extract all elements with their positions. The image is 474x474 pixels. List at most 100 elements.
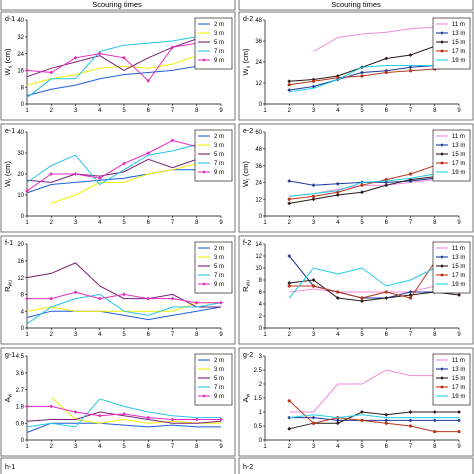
y-tick-label: 0.9 — [16, 421, 25, 427]
series-line — [289, 176, 459, 204]
y-tick-label: 24 — [255, 60, 262, 66]
data-point — [287, 83, 291, 87]
legend-label: 19 m — [452, 58, 465, 64]
x-tick-label: 1 — [263, 444, 267, 450]
y-axis-label: Wu (cm) — [3, 48, 14, 75]
data-point — [384, 180, 389, 185]
data-point — [408, 424, 413, 428]
x-tick-label: 3 — [74, 332, 78, 338]
data-point — [360, 74, 364, 78]
data-point — [311, 194, 316, 198]
data-point — [194, 417, 199, 422]
bottom-right-panel-label: h-2 — [243, 464, 253, 471]
legend-entry: 13 m — [436, 143, 465, 149]
series-7m — [26, 293, 222, 325]
legend-label: 11 m — [452, 22, 465, 28]
legend-entry: 15 m — [436, 40, 465, 46]
legend-marker — [202, 58, 206, 62]
data-point — [408, 290, 413, 294]
x-tick-label: 9 — [219, 332, 223, 338]
series-3m — [51, 160, 222, 204]
legend-entry: 11 m — [436, 134, 465, 140]
legend-label: 15 m — [452, 376, 465, 382]
x-tick-label: 1 — [25, 108, 29, 114]
data-point — [432, 410, 437, 414]
data-point — [311, 415, 316, 420]
y-tick-label: 0 — [259, 214, 263, 220]
series-line — [289, 369, 460, 413]
legend-entry: 7 m — [198, 49, 224, 55]
data-point — [219, 300, 223, 305]
legend-entry: 15 m — [436, 152, 465, 158]
data-point — [432, 418, 437, 423]
x-tick-label: 9 — [219, 108, 223, 114]
legend-entry: 9 m — [198, 394, 224, 400]
y-tick-label: 2 — [259, 382, 263, 388]
legend: 2 m 3 m 5 m 7 m 9 m — [194, 353, 233, 406]
y-tick-label: 4 — [259, 302, 263, 308]
data-point — [384, 183, 389, 188]
legend-label: 2 m — [214, 358, 224, 364]
x-tick-label: 4 — [98, 444, 102, 450]
legend-entry: 15 m — [436, 264, 465, 270]
x-tick-label: 1 — [25, 220, 29, 226]
legend-label: 11 m — [452, 246, 465, 252]
panel-label: e-1 — [5, 128, 15, 135]
series-9m — [25, 290, 223, 305]
y-tick-label: 12 — [255, 254, 262, 260]
data-point — [408, 53, 413, 57]
x-tick-label: 5 — [360, 220, 364, 226]
x-tick-label: 8 — [433, 108, 437, 114]
data-point — [336, 290, 340, 294]
x-tick-label: 4 — [336, 444, 340, 450]
y-tick-label: 48 — [255, 18, 262, 24]
data-point — [49, 296, 54, 301]
data-point — [360, 299, 364, 303]
series-line — [289, 417, 459, 421]
x-tick-label: 5 — [360, 444, 364, 450]
legend-label: 11 m — [452, 134, 465, 140]
y-tick-label: 0 — [259, 326, 263, 332]
y-axis-label-unit: (cm) — [241, 48, 250, 66]
data-point — [408, 293, 413, 297]
legend-entry: 19 m — [436, 282, 465, 288]
data-point — [360, 418, 364, 422]
legend-marker — [440, 49, 444, 53]
y-tick-label: 0 — [259, 438, 263, 444]
legend-label: 19 m — [452, 170, 465, 176]
x-tick-label: 9 — [457, 444, 461, 450]
y-axis-label-base: W — [3, 67, 12, 75]
x-tick-label: 6 — [147, 444, 151, 450]
data-point — [49, 404, 54, 409]
y-tick-label: 2 — [259, 314, 263, 320]
data-point — [287, 281, 292, 285]
series-line — [51, 160, 222, 204]
legend: 2 m 3 m 5 m 7 m 9 m — [194, 17, 233, 70]
y-tick-label: 32 — [17, 35, 24, 41]
x-tick-label: 3 — [312, 444, 316, 450]
x-tick-label: 4 — [336, 220, 340, 226]
series-line — [289, 261, 459, 299]
legend-label: 15 m — [452, 152, 465, 158]
legend-marker — [440, 31, 444, 35]
data-point — [287, 426, 292, 431]
x-tick-label: 3 — [312, 220, 316, 226]
series-19m — [289, 414, 459, 419]
y-axis-label: Rwu — [241, 280, 252, 292]
y-axis-label-unit: (cm) — [3, 48, 12, 66]
data-point — [25, 68, 29, 73]
x-tick-label: 7 — [171, 108, 175, 114]
data-point — [194, 300, 199, 305]
legend-label: 3 m — [214, 367, 224, 373]
legend-label: 9 m — [214, 282, 224, 288]
legend-label: 17 m — [452, 273, 465, 279]
legend-entry: 19 m — [436, 394, 465, 400]
y-axis-label-base: W — [241, 179, 250, 187]
legend-marker — [440, 255, 444, 259]
x-tick-label: 8 — [195, 332, 199, 338]
data-point — [146, 151, 151, 155]
legend-label: 5 m — [214, 264, 224, 270]
series-11m — [289, 369, 460, 413]
